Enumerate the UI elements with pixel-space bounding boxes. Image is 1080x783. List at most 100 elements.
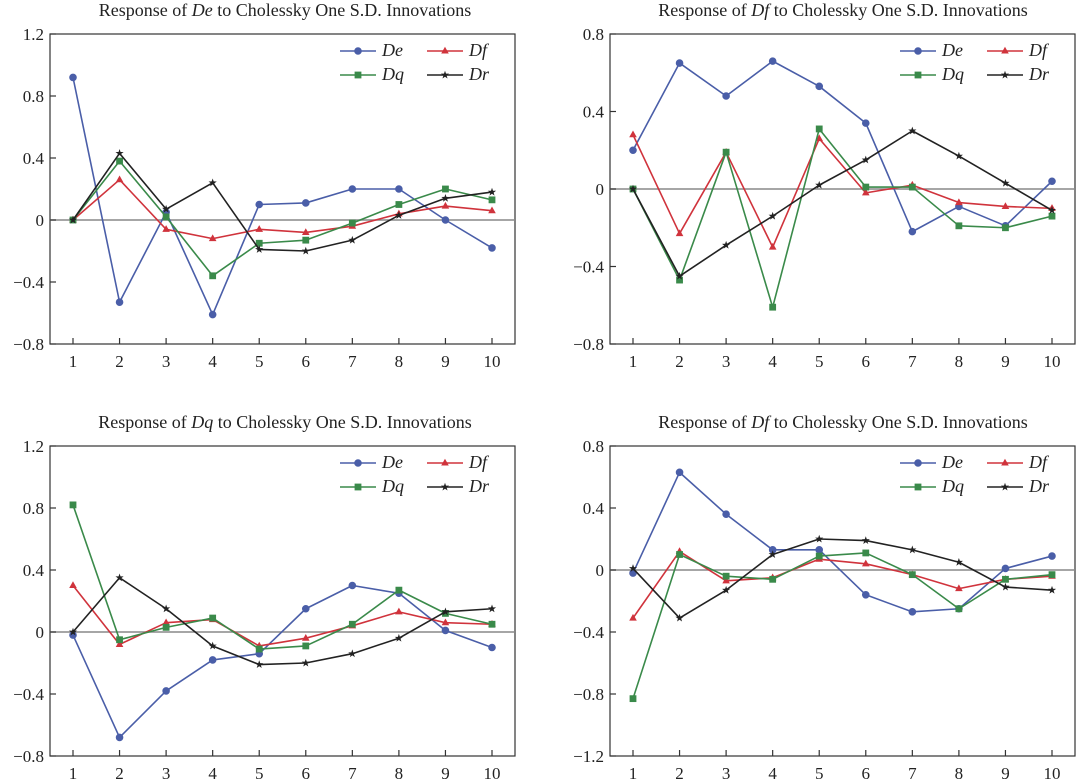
y-tick-label: 0	[596, 561, 605, 580]
data-point-df	[301, 228, 310, 235]
data-point-dq	[769, 303, 777, 311]
chart-panel-de: Response of De to Cholessky One S.D. Inn…	[13, 0, 516, 371]
x-tick-label: 3	[722, 764, 731, 783]
data-point-dr	[394, 211, 403, 219]
data-point-df	[441, 618, 450, 626]
data-point-dr	[815, 534, 824, 543]
series-line-dr-df-top	[632, 130, 1053, 277]
legend-label-dr: Dr	[1028, 64, 1050, 84]
data-point-dr	[115, 149, 124, 157]
data-point-de	[208, 310, 217, 319]
chart-title-df-top: Response of Df to Cholessky One S.D. Inn…	[658, 0, 1028, 20]
y-tick-label: 0.4	[23, 149, 45, 168]
y-tick-label: 1.2	[23, 437, 44, 456]
legend-marker-dq	[914, 483, 922, 491]
x-tick-label: 7	[348, 352, 357, 371]
plot-frame-de	[49, 33, 516, 345]
x-tick-label: 4	[768, 764, 777, 783]
data-point-dq	[116, 157, 123, 165]
data-point-dr	[255, 245, 264, 253]
x-tick-label: 8	[395, 352, 404, 371]
data-point-dr	[768, 211, 777, 220]
x-tick-label: 8	[395, 764, 404, 783]
data-point-de	[208, 656, 217, 664]
x-tick-label: 6	[862, 764, 871, 783]
data-point-dr	[487, 187, 497, 196]
data-point-dq	[348, 219, 356, 227]
data-point-dq	[162, 213, 170, 221]
plot-frame-dq	[49, 445, 516, 757]
legend-label-dq: Dq	[941, 476, 964, 496]
data-point-de	[908, 227, 917, 236]
x-tick-label: 4	[768, 352, 777, 371]
data-point-dr	[487, 604, 497, 613]
data-point-dq	[116, 636, 123, 644]
x-tick-label: 10	[1044, 352, 1061, 371]
y-tick-label: −0.8	[13, 335, 44, 354]
x-tick-label: 8	[955, 764, 964, 783]
data-point-dq	[1048, 212, 1056, 220]
x-tick-label: 10	[1044, 764, 1061, 783]
data-point-dr	[162, 204, 171, 213]
legend-marker-de	[914, 459, 922, 467]
data-point-de	[488, 643, 496, 652]
data-point-dq	[629, 695, 637, 703]
data-point-dr	[68, 627, 78, 636]
plot-frame-df-bottom	[609, 445, 1076, 757]
x-tick-label: 2	[115, 764, 124, 783]
data-point-de	[488, 244, 496, 252]
legend-marker-df	[441, 458, 449, 466]
data-point-df	[1001, 202, 1010, 209]
x-tick-label: 5	[815, 764, 824, 783]
y-tick-label: −1.2	[573, 747, 604, 766]
series-line-df-de	[72, 178, 493, 240]
data-point-dq	[676, 551, 683, 558]
data-point-df	[255, 225, 264, 232]
y-tick-label: 0.8	[583, 437, 604, 456]
data-point-dq	[1048, 571, 1056, 579]
data-point-de	[629, 146, 637, 155]
data-point-de	[115, 298, 124, 306]
legend-df-top: De Df Dq Dr	[900, 40, 1050, 84]
y-tick-label: −0.8	[13, 747, 44, 766]
data-point-de	[722, 510, 730, 519]
legend-df-bottom: De Df Dq Dr	[900, 452, 1050, 496]
data-point-dq	[395, 201, 403, 208]
series-line-df-df-top	[632, 134, 1053, 248]
legend-label-de: De	[381, 452, 403, 472]
legend-marker-de	[914, 47, 922, 55]
data-point-dr	[722, 240, 731, 249]
data-point-dr	[908, 126, 917, 135]
legend-label-dq: Dq	[381, 476, 404, 496]
x-tick-label: 7	[908, 764, 917, 783]
legend-label-de: De	[381, 40, 403, 60]
data-point-de	[815, 546, 824, 554]
y-tick-label: −0.4	[13, 685, 44, 704]
y-tick-label: 0.4	[23, 561, 45, 580]
x-tick-label: 1	[629, 764, 638, 783]
x-tick-label: 5	[255, 764, 264, 783]
legend-marker-df	[441, 46, 449, 54]
data-point-de	[861, 119, 870, 127]
y-tick-label: 0	[36, 623, 45, 642]
data-point-df	[162, 225, 170, 232]
series-line-de-dq	[72, 584, 493, 739]
data-point-df	[861, 188, 870, 196]
data-point-dq	[676, 276, 683, 284]
data-point-df	[301, 634, 310, 641]
y-tick-label: 0	[596, 180, 605, 199]
data-point-df	[675, 229, 684, 237]
legend-label-de: De	[941, 452, 963, 472]
data-point-dq	[862, 549, 870, 557]
data-point-df	[629, 130, 637, 138]
data-point-df	[815, 134, 824, 142]
y-tick-label: 1.2	[23, 25, 44, 44]
data-point-dr	[722, 585, 731, 594]
data-point-dr	[861, 536, 870, 545]
data-point-dq	[908, 571, 916, 579]
data-point-de	[395, 185, 403, 193]
x-tick-label: 8	[955, 352, 964, 371]
data-point-dq	[348, 620, 356, 628]
data-point-df	[768, 242, 777, 250]
